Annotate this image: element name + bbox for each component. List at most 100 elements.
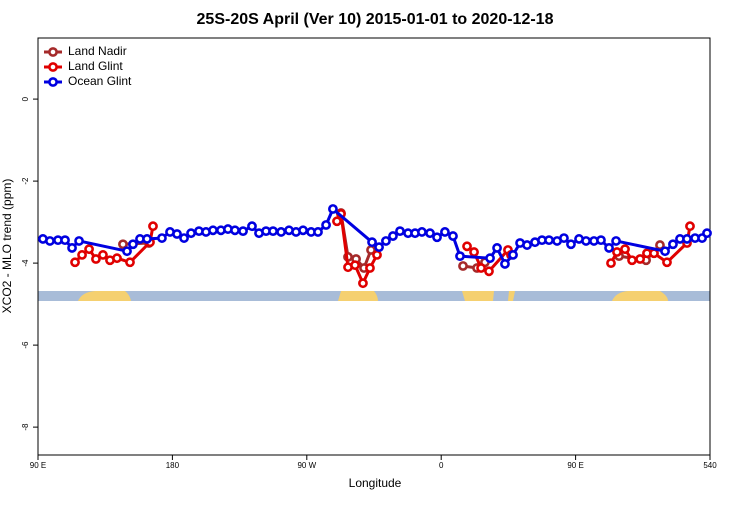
data-point — [372, 250, 382, 260]
data-point — [458, 261, 468, 271]
x-tick-label: 0 — [439, 461, 444, 470]
x-tick-label: 90 W — [297, 461, 316, 470]
data-point — [365, 263, 375, 273]
data-point — [611, 236, 621, 246]
land-shape — [508, 291, 515, 301]
legend-marker — [48, 47, 58, 57]
data-point — [60, 235, 70, 246]
data-point — [328, 204, 338, 214]
data-point — [612, 247, 622, 257]
data-point — [455, 251, 465, 262]
x-tick-label: 90 E — [30, 461, 46, 470]
data-point — [484, 266, 494, 277]
map-strip — [38, 291, 710, 301]
data-point — [238, 226, 248, 237]
data-point — [682, 234, 692, 244]
land-shape — [78, 291, 131, 301]
data-point — [544, 235, 554, 246]
x-axis-label: Longitude — [349, 476, 402, 490]
data-point — [559, 233, 569, 243]
data-point — [70, 257, 80, 268]
data-point — [128, 239, 138, 250]
data-point — [74, 236, 84, 246]
data-point — [332, 216, 342, 227]
data-point — [635, 254, 646, 264]
data-point — [350, 260, 360, 271]
y-tick-label: 0 — [21, 96, 30, 101]
data-point — [522, 240, 532, 250]
data-point — [67, 243, 77, 253]
data-point — [395, 226, 405, 237]
x-tick-label: 90 E — [567, 461, 583, 470]
data-point — [476, 263, 486, 273]
data-point — [122, 246, 132, 257]
data-point — [112, 253, 122, 264]
data-point — [91, 254, 101, 264]
data-point — [172, 229, 182, 239]
data-point — [186, 228, 196, 239]
data-point — [425, 228, 435, 239]
data-point — [208, 225, 218, 236]
land-shape — [338, 291, 378, 301]
data-point — [179, 233, 189, 243]
data-point — [298, 225, 308, 236]
data-point — [566, 239, 576, 250]
data-point — [432, 232, 442, 243]
data-point — [604, 243, 614, 253]
y-tick-label: -2 — [21, 177, 30, 185]
data-point — [321, 220, 331, 230]
land-shape — [462, 291, 494, 301]
data-point — [581, 236, 591, 246]
data-point — [381, 236, 391, 246]
x-tick-label: 540 — [703, 461, 717, 470]
data-point — [492, 243, 502, 253]
data-point — [157, 233, 167, 243]
plot-frame — [37, 37, 711, 456]
data-point — [620, 244, 630, 255]
data-point — [118, 239, 128, 250]
data-point — [374, 242, 384, 253]
x-tick-label: 180 — [166, 461, 180, 470]
data-point — [668, 239, 678, 250]
data-point — [500, 259, 510, 269]
data-point — [247, 221, 257, 232]
legend-label: Land Nadir — [68, 44, 127, 58]
data-point — [469, 247, 479, 257]
data-point — [84, 244, 94, 255]
data-point — [77, 250, 87, 260]
data-point — [685, 221, 695, 232]
y-tick-label: -4 — [21, 259, 30, 267]
data-point — [98, 250, 108, 260]
data-point — [367, 237, 377, 248]
data-point — [448, 231, 458, 241]
legend-label: Land Glint — [68, 59, 123, 73]
data-point — [702, 228, 712, 239]
data-point — [417, 227, 427, 237]
data-point — [276, 227, 287, 237]
legend-marker — [48, 62, 58, 72]
data-point — [388, 231, 398, 241]
data-point — [660, 246, 670, 257]
data-point — [45, 236, 55, 246]
data-point — [358, 278, 368, 289]
data-point — [268, 226, 278, 237]
data-point — [148, 221, 158, 232]
legend-marker — [48, 77, 58, 87]
data-point — [125, 257, 135, 268]
y-tick-label: -6 — [21, 341, 30, 349]
data-point — [596, 235, 606, 246]
y-tick-label: -8 — [21, 423, 30, 431]
chart-title: 25S-20S April (Ver 10) 2015-01-01 to 202… — [197, 11, 554, 28]
data-point — [508, 250, 518, 260]
data-point — [462, 241, 472, 252]
data-point — [313, 227, 323, 237]
data-point — [627, 255, 637, 266]
data-point — [662, 257, 672, 268]
data-point — [230, 225, 240, 236]
data-point — [485, 253, 495, 264]
legend-label: Ocean Glint — [68, 74, 132, 88]
y-axis-label: XCO2 - MLO trend (ppm) — [0, 179, 14, 314]
data-point — [142, 234, 152, 244]
data-point — [606, 258, 616, 269]
